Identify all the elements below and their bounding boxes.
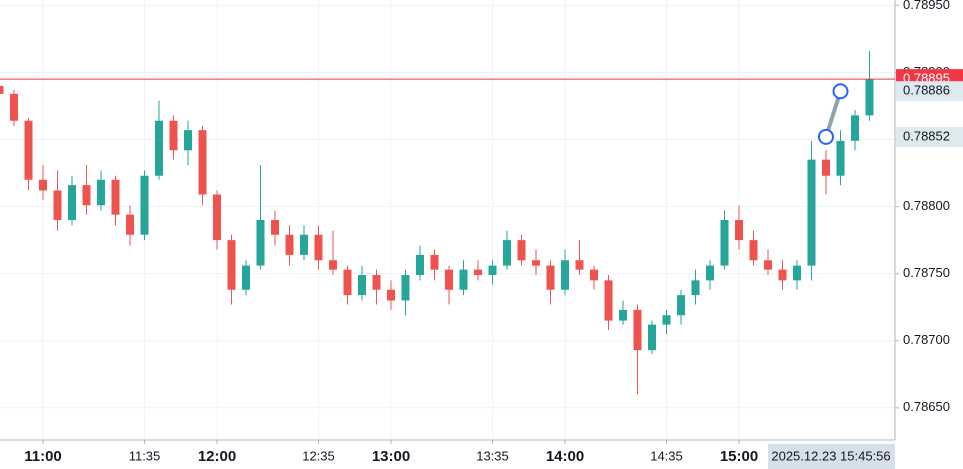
candle-body: [387, 289, 395, 301]
trend-price-box: [896, 81, 963, 102]
crosshair-label: 2025.12.23 15:45:56: [771, 448, 890, 463]
x-tick-label: 13:00: [372, 448, 410, 465]
candle-body: [793, 265, 801, 281]
y-tick-label: 0.78800: [903, 198, 950, 213]
candle-body: [590, 269, 598, 281]
candle-body: [691, 280, 700, 296]
candle-body: [256, 220, 265, 266]
candle-body: [329, 260, 337, 270]
candle-body: [633, 309, 642, 351]
trend-price-box: [896, 126, 963, 147]
y-tick-label: 0.78700: [903, 332, 950, 347]
candle-body: [604, 280, 613, 321]
candle-body: [778, 269, 787, 281]
candle-body: [126, 214, 134, 235]
candle-body: [445, 269, 453, 290]
candle-body: [474, 269, 482, 275]
candle-body: [648, 324, 656, 351]
candle-body: [662, 315, 671, 325]
x-tick-label: 12:35: [302, 448, 335, 463]
candle-body: [111, 179, 120, 215]
candle-body: [430, 254, 439, 270]
y-tick-label: 0.78650: [903, 399, 950, 414]
candle-body: [285, 234, 294, 255]
overlays: [0, 78, 895, 145]
candle-body: [213, 194, 221, 241]
candle-body: [865, 79, 874, 116]
candle-body: [619, 309, 627, 321]
candle-body: [822, 159, 830, 176]
candle-body: [300, 234, 308, 255]
candle-body: [503, 240, 511, 266]
candle-body: [706, 265, 714, 281]
x-tick-label: 15:00: [720, 448, 758, 465]
candle-body: [155, 120, 163, 176]
candle-body: [358, 275, 366, 296]
trend-price-label: 0.78886: [903, 83, 950, 98]
trend-price-label: 0.78852: [903, 128, 950, 143]
candle-body: [735, 220, 743, 241]
candle-body: [720, 220, 729, 266]
candle-body: [82, 185, 91, 206]
candle-body: [39, 179, 47, 191]
candle-body: [343, 269, 352, 296]
x-tick-label: 11:00: [24, 448, 62, 465]
candle-body: [401, 275, 410, 301]
candle-body: [488, 265, 497, 275]
candle-body: [416, 254, 424, 275]
candle-body: [807, 159, 816, 266]
candle-body: [227, 240, 236, 290]
candle-body: [575, 260, 584, 270]
candle-body: [68, 185, 76, 220]
candle-body: [372, 275, 381, 290]
candle-body: [53, 190, 62, 220]
candle-body: [271, 220, 279, 235]
candle-body: [546, 265, 555, 290]
candle-body: [140, 175, 149, 235]
x-tick-label: 11:35: [129, 448, 161, 463]
candle-body: [24, 120, 33, 180]
candle-body: [851, 115, 859, 141]
x-tick-label: 13:35: [476, 448, 509, 463]
x-tick-label: 14:35: [650, 448, 683, 463]
x-tick-label: 14:00: [546, 448, 584, 465]
trend-handle: [832, 83, 849, 100]
y-tick-label: 0.78750: [903, 265, 950, 280]
candle-body: [198, 130, 207, 195]
candle-body: [532, 260, 540, 266]
plot: [0, 50, 874, 395]
candle-body: [97, 179, 105, 206]
trend-handle: [818, 128, 834, 145]
candle-body: [10, 93, 18, 121]
candle-body: [749, 240, 758, 261]
candle-body: [459, 269, 468, 290]
candle-body: [517, 240, 526, 261]
candle-body: [677, 295, 685, 316]
candle-body: [184, 130, 192, 151]
candle-body: [0, 85, 4, 94]
candle-body: [314, 234, 323, 261]
axes: 0.786500.787000.787500.788000.788500.789…: [24, 0, 963, 469]
candle-body: [169, 120, 178, 151]
candle-body: [242, 265, 250, 290]
crosshair-box: [768, 444, 895, 469]
candle-body: [764, 260, 772, 270]
x-tick-label: 12:00: [198, 448, 236, 465]
candle-body: [836, 140, 845, 176]
y-tick-label: 0.78950: [903, 0, 950, 12]
candle-body: [561, 260, 569, 290]
